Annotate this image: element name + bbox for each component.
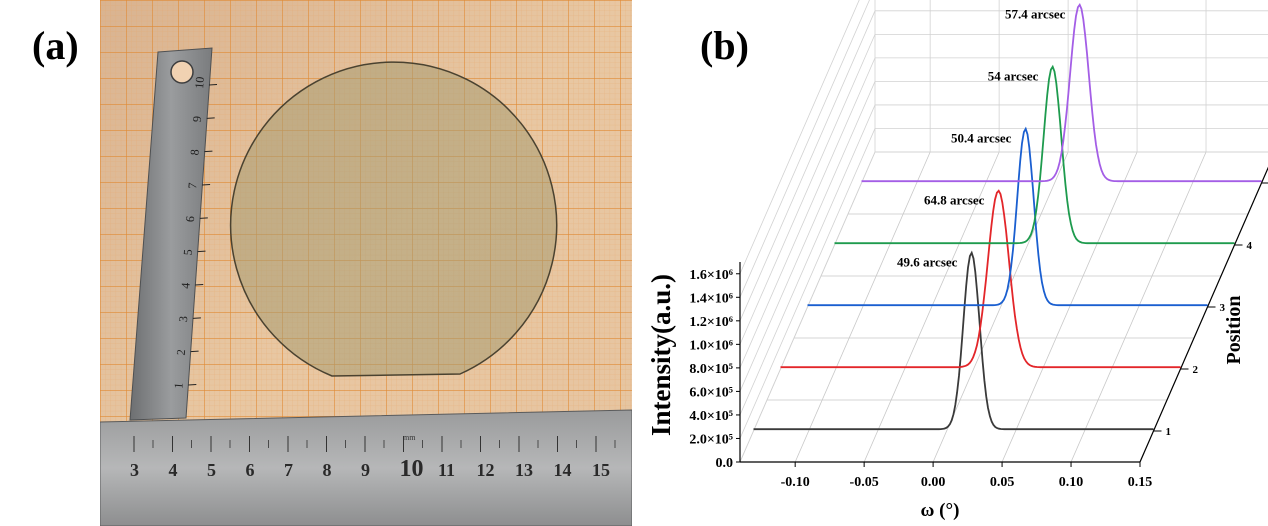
ruler-tick-label: 6 [246,460,255,480]
ruler-tick-label: 12 [477,460,495,480]
vertical-ruler-icon [129,47,213,421]
ruler-tick [197,250,206,253]
ruler-tick-label: 7 [185,182,199,189]
y-tick-label: 8.0×10⁵ [689,362,733,377]
grid-line [739,151,876,463]
grid-line [739,57,876,369]
x-axis-title: ω (°) [921,500,960,521]
ruler-tick [202,184,211,186]
y-axis-title: Intensity(a.u.) [646,274,676,436]
rocking-curve-chart: 0.0 2.0×10⁵ 4.0×10⁵ 6.0×10⁵ 8.0×10⁵ 1.0×10⁶ 1.… [646,0,1268,521]
x-tick-label: -0.05 [850,475,879,490]
grid-line [1070,151,1207,463]
ruler-tick [192,317,201,319]
ruler-tick-label: 3 [130,460,139,480]
position-axis-title: Position [1223,296,1245,365]
y-tick-label: 6.0×10⁵ [689,385,733,400]
ruler-unit-label: mm [403,433,416,442]
x-tick-label: 0.05 [990,475,1015,490]
ruler-tick-label: 8 [187,149,201,156]
ruler-tick-label: 15 [592,460,610,480]
y-tick-label: 1.0×10⁶ [689,338,733,353]
ruler-tick [190,350,199,353]
position-axis [1139,166,1268,463]
grid-line [739,104,876,416]
ruler-tick [204,150,213,153]
fwhm-annotation: 49.6 arcsec [897,255,958,270]
series-line [861,3,1262,183]
ruler-tick [206,117,215,119]
grid-line [1001,151,1138,463]
y-tick-label: 4.0×10⁵ [689,409,733,424]
grid-line [1139,167,1268,463]
ruler-tick-label: 8 [323,460,332,480]
ruler-tick [188,384,197,386]
wafer-icon [229,61,558,377]
y-tick-label: 2.0×10⁵ [689,432,733,447]
grid-line [739,10,876,321]
grid-line [739,128,876,439]
y-tick-label: 0.0 [716,456,734,471]
grid-line [739,0,860,274]
ruler-tick-label: 16 [631,460,633,480]
ruler-tick-label: 10 [192,76,207,89]
ruler-tick-label: 1 [171,382,185,389]
grid-line [863,151,1000,463]
y-tick-label: 1.6×10⁶ [689,268,733,283]
ruler-tick-label: 13 [515,460,533,480]
series-line [807,126,1208,307]
ruler-tick-label: 4 [178,282,192,289]
position-tick-label: 2 [1193,364,1199,376]
horizontal-ruler-icon [100,409,632,526]
panel-a-label: (a) [32,23,79,68]
grid-line [739,81,876,392]
ruler-tick [199,217,208,219]
series-line [780,189,1181,369]
ruler-tick-label: 14 [554,460,572,480]
ruler-tick-label: 9 [361,460,370,480]
fwhm-annotation: 57.4 arcsec [1005,7,1066,22]
ruler-tick [195,284,204,286]
ruler-tick-label: 11 [438,460,455,480]
grid-line [932,151,1069,463]
x-tick-label: 0.15 [1128,475,1153,490]
ruler-tick-label: 7 [284,460,293,480]
grid-line [794,151,931,463]
ruler-tick-label: 5 [207,460,216,480]
grid-line [1139,167,1268,463]
x-tick-label: 0.10 [1059,475,1084,490]
x-tick-label: 0.00 [921,475,946,490]
position-tick-label: 4 [1247,240,1253,252]
x-tick-label: -0.10 [781,475,810,490]
ruler-tick-label: 4 [169,460,178,480]
position-tick-label: 3 [1220,302,1226,314]
ruler-tick-label: 10 [400,456,424,482]
y-tick-label: 1.4×10⁶ [689,291,733,306]
ruler-tick-label: 3 [176,315,190,322]
grid-line [739,34,876,345]
ruler-tick-label: 2 [174,349,188,356]
ruler-tick-label: 5 [181,249,195,256]
series-line [753,250,1154,431]
ruler-tick-label: 6 [183,215,197,222]
grid-line [739,0,870,298]
ruler-tick-label: 9 [190,115,204,122]
series-line [834,64,1235,245]
position-tick-label: 1 [1166,426,1172,438]
y-tick-label: 1.2×10⁶ [689,315,733,330]
fwhm-annotation: 64.8 arcsec [924,193,985,208]
fwhm-annotation: 54 arcsec [988,69,1039,84]
panel-b-label: (b) [700,23,749,68]
ruler-tick [208,84,218,86]
fwhm-annotation: 50.4 arcsec [951,131,1012,146]
